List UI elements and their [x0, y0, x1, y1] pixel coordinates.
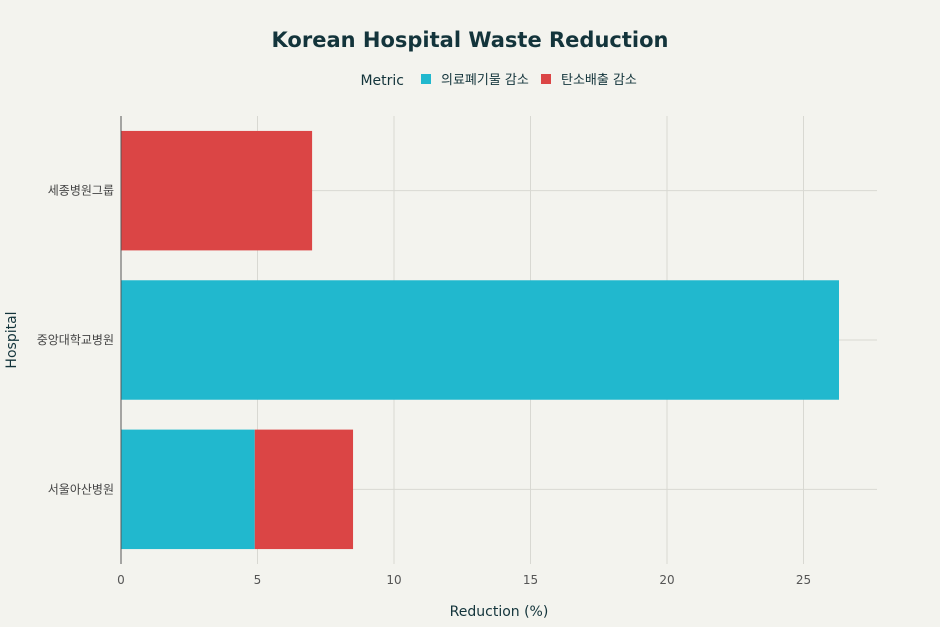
- legend-title: Metric: [360, 73, 404, 89]
- bar-waste-2: [121, 280, 839, 400]
- chart-title: Korean Hospital Waste Reduction: [272, 28, 669, 52]
- bar-waste-3: [121, 429, 255, 550]
- x-tick-label: 15: [523, 573, 538, 587]
- legend: Metric 의료폐기물 감소 탄소배출 감소: [360, 73, 636, 89]
- x-tick-label: 5: [254, 573, 262, 587]
- y-tick-label: 세종병원그룹: [48, 184, 114, 198]
- x-tick-label: 10: [386, 573, 401, 587]
- y-tick-label: 서울아산병원: [48, 482, 114, 496]
- legend-swatch-1: [421, 74, 431, 84]
- x-tick-label: 0: [117, 573, 125, 587]
- bar-carbon-1: [121, 130, 313, 251]
- y-axis-title: Hospital: [4, 311, 20, 368]
- legend-label-2: 탄소배출 감소: [561, 73, 637, 88]
- x-axis-title: Reduction (%): [450, 604, 549, 620]
- legend-label-1: 의료폐기물 감소: [441, 73, 529, 88]
- legend-swatch-2: [541, 74, 551, 84]
- x-tick-label: 20: [659, 573, 674, 587]
- x-tick-label: 25: [796, 573, 811, 587]
- y-tick-label: 중앙대학교병원: [37, 333, 114, 347]
- bar-carbon-3: [254, 429, 354, 550]
- bars: [121, 130, 839, 550]
